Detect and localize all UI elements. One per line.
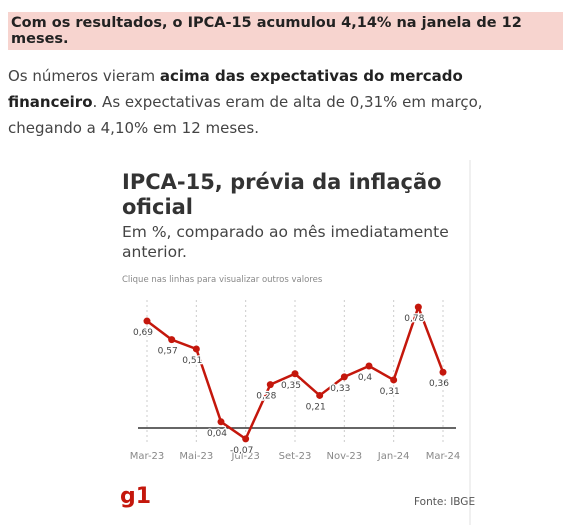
x-tick-label: Mai-23 [179,451,213,462]
point [266,381,274,389]
source: Fonte: IBGE [414,496,476,508]
point [168,336,176,344]
value-label: 0,21 [306,402,326,412]
value-label: 0,35 [281,381,301,391]
point [143,317,151,325]
x-tick-label: Nov-23 [327,451,363,462]
x-tick-label: Mar-23 [130,451,165,462]
value-label: 0,51 [182,356,202,366]
point [414,303,422,311]
point [192,345,200,353]
value-label: -0,07 [230,446,253,456]
point [439,368,447,376]
x-tick-label: Jul-23 [230,451,259,462]
chart-subtitle: Em %, comparado ao mês imediatamente ant… [122,223,449,261]
x-tick-label: Jan-24 [377,451,410,462]
point [390,376,398,384]
logo: g1 [120,484,152,509]
text: Os números vieram [8,67,160,85]
point [242,435,250,443]
value-label: 0,04 [207,429,227,439]
chart-title: IPCA-15, prévia da inflação oficial [122,170,442,219]
point [217,418,225,426]
value-label: 0,4 [358,373,373,383]
paragraph: Os números vieram acima das expectativas… [8,63,548,141]
value-label: 0,36 [429,379,449,389]
point [291,370,299,378]
chart-note: Clique nas linhas para visualizar outros… [122,275,323,285]
value-label: 0,31 [380,387,400,397]
x-tick-label: Mar-24 [426,451,461,462]
point [340,373,348,381]
text: . As expectativas eram de alta de 0,31% … [8,93,483,137]
headline: Com os resultados, o IPCA-15 acumulou 4,… [8,12,563,50]
value-label: 0,78 [404,314,424,324]
bold-text: acima das expectativas do mercado financ… [8,67,463,111]
value-label: 0,28 [256,392,276,402]
point [316,391,324,399]
point [365,362,373,370]
x-tick-label: Set-23 [279,451,312,462]
value-label: 0,69 [133,328,153,338]
value-label: 0,57 [158,347,178,357]
value-label: 0,33 [330,384,350,394]
